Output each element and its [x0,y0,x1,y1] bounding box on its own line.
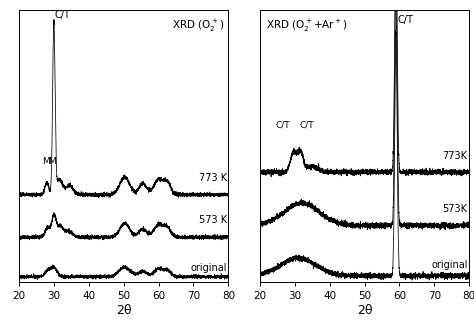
Text: 573K: 573K [443,204,467,214]
X-axis label: 2θ: 2θ [116,304,131,317]
Text: M: M [48,157,56,166]
Text: 573 K: 573 K [199,215,227,225]
Text: M: M [42,157,50,166]
Text: XRD (O$_2^+$): XRD (O$_2^+$) [172,18,224,34]
Text: original: original [190,263,227,273]
Text: C/T: C/T [300,121,314,130]
Text: XRD (O$_2^+$+Ar$^+$): XRD (O$_2^+$+Ar$^+$) [266,18,348,34]
X-axis label: 2θ: 2θ [357,304,372,317]
Text: original: original [431,260,467,270]
Text: C/T: C/T [397,15,413,25]
Text: C/T: C/T [276,121,291,130]
Text: 773K: 773K [443,151,467,161]
Text: 773 K: 773 K [199,173,227,182]
Text: C/T: C/T [55,10,71,20]
